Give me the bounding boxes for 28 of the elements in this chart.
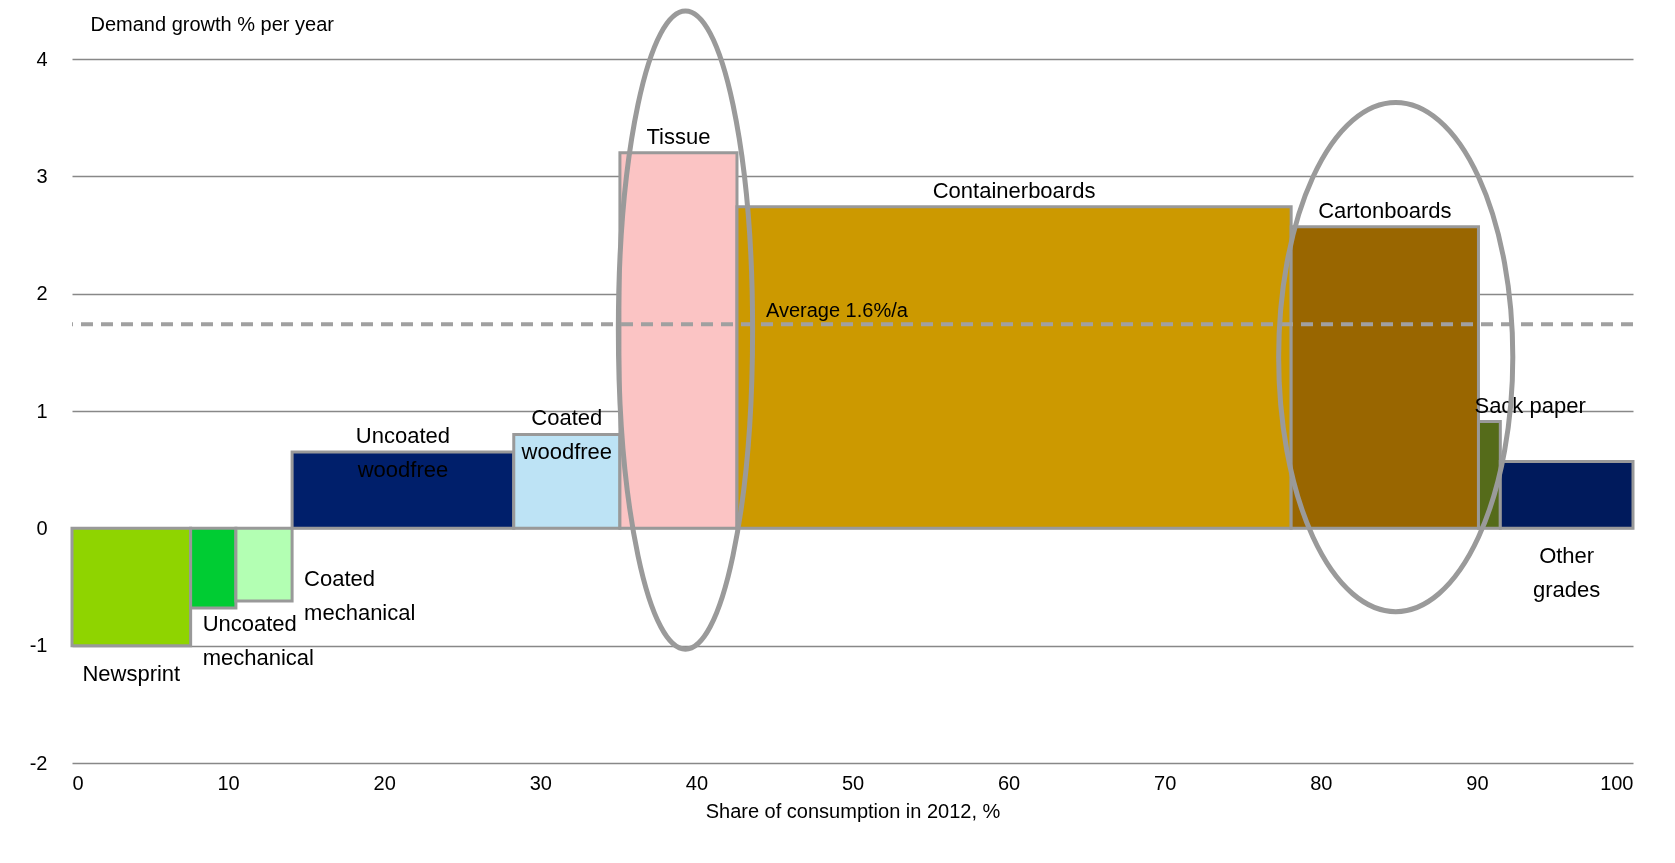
x-axis-title: Share of consumption in 2012, % <box>705 799 1001 822</box>
y-tick-label: -1 <box>29 634 48 657</box>
x-tick-label: 90 <box>1466 771 1489 794</box>
annotation: Other grades <box>1533 543 1601 603</box>
annotation: Newsprint <box>82 660 181 686</box>
x-tick-label: 10 <box>217 771 240 794</box>
x-tick-label: 80 <box>1310 771 1333 794</box>
y-axis-title: Demand growth % per year <box>90 12 335 35</box>
annotation: Uncoated woodfree <box>355 423 451 483</box>
x-tick-label: 0 <box>72 771 84 794</box>
y-tick-label: 2 <box>36 282 48 305</box>
annotation: Containerboards <box>932 177 1096 203</box>
x-tick-label: 100 <box>1600 771 1634 794</box>
y-tick-label: -2 <box>29 751 48 774</box>
y-tick-label: 4 <box>36 47 48 70</box>
x-tick-label: 60 <box>997 771 1021 794</box>
annotation: Tissue <box>646 123 711 149</box>
x-tick-label: 40 <box>685 771 709 794</box>
x-tick-label: 30 <box>529 771 552 794</box>
y-tick-label: 3 <box>36 164 48 187</box>
x-tick-label: 70 <box>1154 771 1177 794</box>
ref-line-label: Average 1.6%/a <box>765 299 909 322</box>
annotation: Cartonboards <box>1318 197 1452 223</box>
y-tick-label: 1 <box>36 399 48 422</box>
x-tick-label: 20 <box>373 771 396 794</box>
annotation: Coated woodfree <box>520 405 613 465</box>
x-tick-label: 50 <box>841 771 865 794</box>
y-tick-label: 0 <box>36 516 48 539</box>
